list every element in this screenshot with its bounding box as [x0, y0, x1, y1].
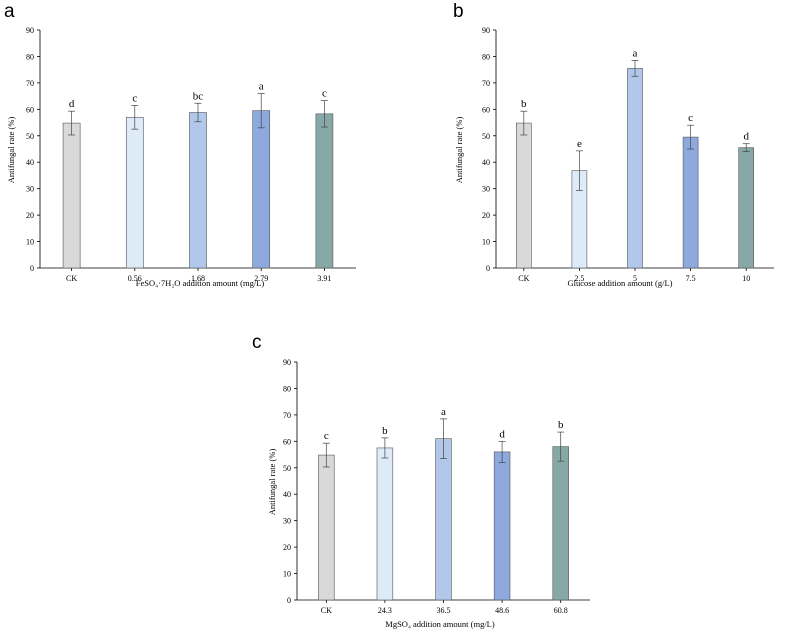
y-tick-label: 60 [482, 105, 490, 114]
y-axis-label-c: Antifungal rate (%) [267, 449, 277, 516]
y-tick-label: 40 [482, 158, 490, 167]
y-tick-label: 0 [486, 264, 490, 273]
significance-letter: b [558, 419, 564, 431]
y-tick-label: 20 [283, 543, 291, 552]
chart-panel-a: a 0 10 20 30 40 50 60 70 80 90 d CK c 0.56 bc 1.68 a 2.79… [4, 1, 356, 288]
bar-a-1_68 [189, 112, 207, 269]
x-tick-label: 10 [742, 274, 750, 283]
chart-b-marks: 0 10 20 30 40 50 60 70 80 90 b CK e 2.5 a 5 c 7.5 d 10 [482, 26, 774, 283]
significance-letter: d [499, 428, 505, 440]
x-axis-label-b: Glucose addition amount (g/L) [567, 278, 672, 288]
x-tick-label: 48.6 [495, 606, 509, 615]
significance-letter: d [69, 98, 75, 110]
bar-c-CK [318, 454, 335, 601]
y-tick-label: 30 [26, 185, 34, 194]
bar-b-5 [627, 68, 643, 269]
significance-letter: e [577, 138, 582, 150]
x-tick-label: 5 [633, 274, 637, 283]
y-tick-label: 50 [482, 132, 490, 141]
y-tick-label: 30 [482, 185, 490, 194]
y-tick-label: 40 [26, 158, 34, 167]
significance-letter: a [259, 80, 264, 92]
x-tick-label: CK [321, 606, 332, 615]
chart-a-marks: 0 10 20 30 40 50 60 70 80 90 d CK c 0.56 bc 1.68 a 2.79 c 3… [26, 26, 356, 283]
x-tick-label: 60.8 [554, 606, 568, 615]
y-tick-label: 50 [26, 132, 34, 141]
significance-letter: b [521, 98, 527, 110]
bar-b-7_5 [682, 136, 699, 269]
chart-panel-b: b 0 10 20 30 40 50 60 70 80 90 b CK e 2.5 a 5 c 7.5 d 10 Gl… [453, 1, 774, 288]
y-tick-label: 10 [26, 238, 34, 247]
significance-letter: c [322, 88, 327, 100]
bar-c-36_5 [435, 438, 452, 601]
y-tick-label: 70 [482, 79, 490, 88]
y-tick-label: 90 [482, 26, 490, 35]
bar-a-2_79 [252, 110, 271, 269]
bar-a-0_56 [125, 116, 144, 269]
significance-letter: a [441, 406, 446, 418]
y-tick-label: 60 [283, 437, 291, 446]
y-tick-label: 80 [26, 52, 34, 61]
x-tick-label: 2.79 [254, 274, 268, 283]
y-tick-label: 10 [482, 238, 490, 247]
y-tick-label: 70 [283, 411, 291, 420]
bar-c-60_8 [552, 446, 569, 601]
panel-letter-a: a [4, 1, 15, 22]
chart-c-marks: 0 10 20 30 40 50 60 70 80 90 c CK b 24.3 a 36.5 d 48.6 b 60… [283, 358, 590, 615]
y-tick-label: 60 [26, 105, 34, 114]
x-tick-label: 7.5 [686, 274, 696, 283]
y-tick-label: 0 [30, 264, 34, 273]
significance-letter: a [633, 47, 638, 59]
x-tick-label: 24.3 [378, 606, 392, 615]
x-tick-label: CK [518, 274, 529, 283]
y-tick-label: 20 [26, 211, 34, 220]
y-tick-label: 90 [26, 26, 34, 35]
y-tick-label: 80 [482, 52, 490, 61]
significance-letter: b [382, 425, 388, 437]
significance-letter: d [743, 131, 749, 143]
y-tick-label: 20 [482, 211, 490, 220]
y-tick-label: 30 [283, 517, 291, 526]
y-tick-label: 40 [283, 490, 291, 499]
bar-b-CK [515, 122, 532, 269]
y-axis-label-a: Antifungal rate (%) [6, 117, 16, 184]
chart-panel-c: c 0 10 20 30 40 50 60 70 80 90 c CK b 24.3 a 36.5 d 48.6 b… [252, 332, 590, 629]
x-tick-label: 0.56 [128, 274, 142, 283]
panel-letter-c: c [252, 332, 262, 353]
significance-letter: c [688, 112, 693, 124]
y-tick-label: 10 [283, 570, 291, 579]
panel-letter-b: b [453, 1, 464, 22]
significance-letter: c [132, 92, 137, 104]
x-tick-label: 2.5 [574, 274, 584, 283]
bar-a-3_91 [315, 113, 334, 269]
x-axis-label-c: MgSO₄ addition amount (mg/L) [385, 619, 495, 629]
y-tick-label: 90 [283, 358, 291, 367]
bar-c-24_3 [376, 447, 394, 601]
y-axis-label-b: Antifungal rate (%) [454, 117, 464, 184]
y-tick-label: 50 [283, 464, 291, 473]
bar-b-10 [738, 147, 755, 269]
x-tick-label: 3.91 [317, 274, 331, 283]
bar-c-48_6 [493, 451, 511, 601]
y-tick-label: 0 [287, 596, 291, 605]
x-axis-label-a: FeSO₄·7H₂O addition amount (mg/L) [136, 278, 265, 288]
x-tick-label: CK [66, 274, 77, 283]
y-tick-label: 70 [26, 79, 34, 88]
x-tick-label: 36.5 [437, 606, 451, 615]
y-tick-label: 80 [283, 384, 291, 393]
significance-letter: c [324, 430, 329, 442]
significance-letter: bc [193, 90, 204, 102]
bar-a-CK [62, 122, 81, 269]
x-tick-label: 1.68 [191, 274, 205, 283]
